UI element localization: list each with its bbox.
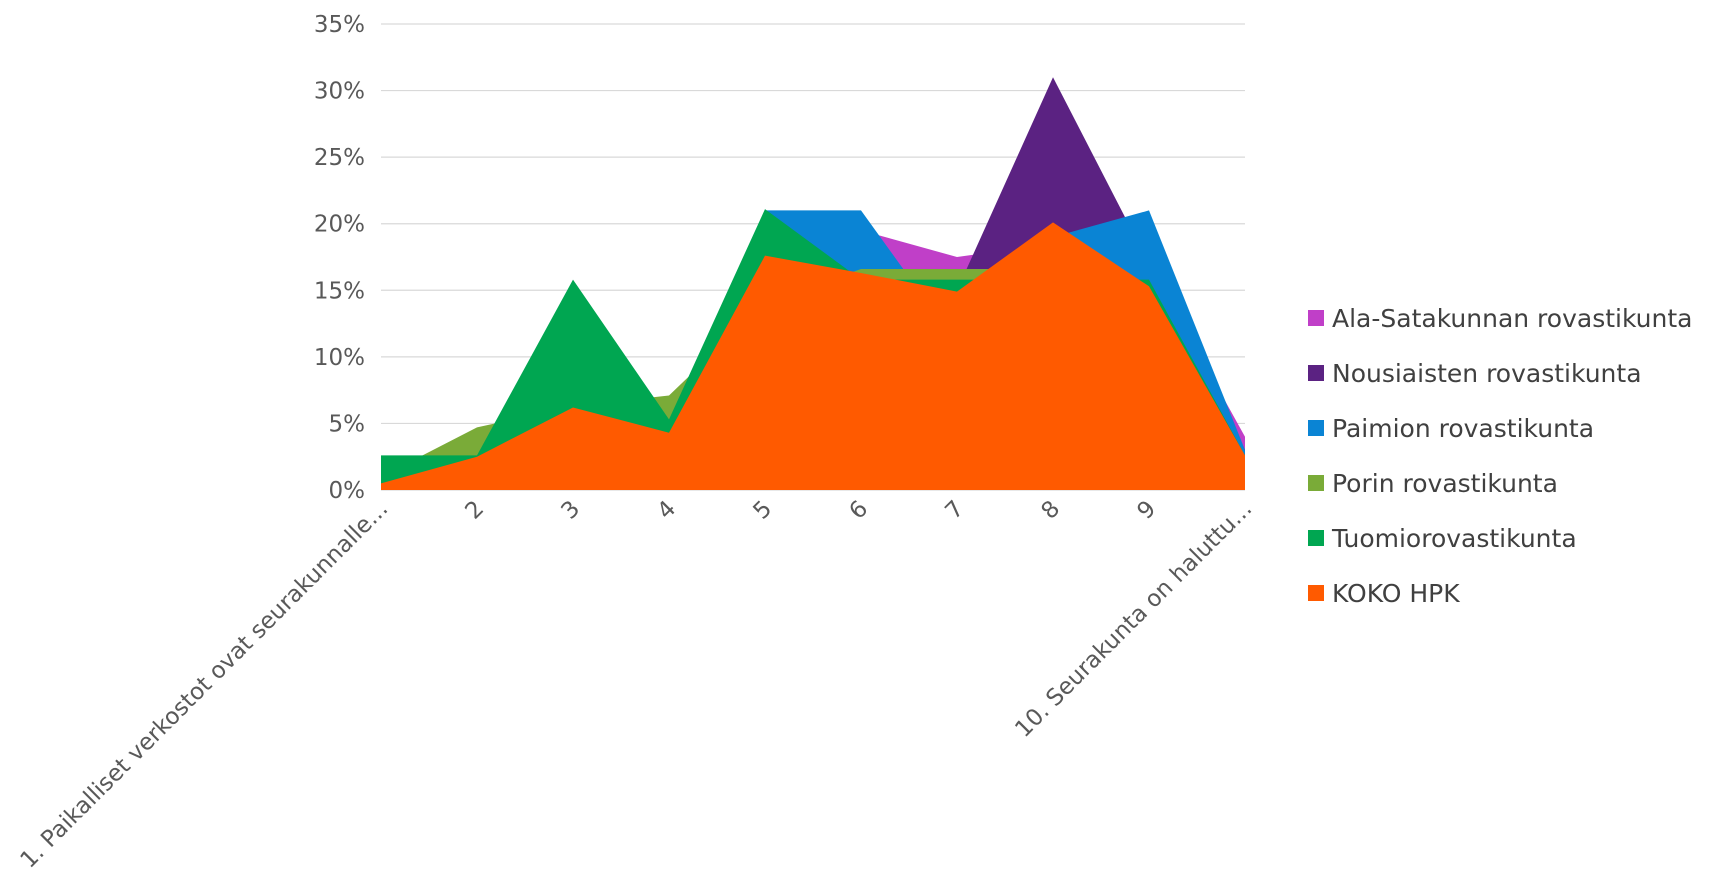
x-category-label: 8 (1037, 496, 1066, 525)
y-axis-tick-labels: 0% 5% 10% 15% 20% 25% 30% 35% (314, 12, 365, 504)
legend-label: KOKO HPK (1332, 579, 1460, 608)
legend-swatch (1308, 585, 1324, 601)
y-tick-label: 30% (314, 79, 365, 105)
x-category-label: 2 (461, 496, 490, 525)
legend-label: Tuomiorovastikunta (1331, 524, 1577, 553)
x-category-label: 1. Paikalliset verkostot ovat seurakunna… (16, 496, 394, 874)
series-areas (381, 77, 1245, 490)
y-tick-label: 10% (314, 345, 365, 371)
x-category-label: 5 (749, 496, 778, 525)
x-category-label: 4 (653, 496, 682, 525)
legend-label: Nousiaisten rovastikunta (1332, 359, 1642, 388)
y-tick-label: 25% (314, 145, 365, 171)
legend-swatch (1308, 475, 1324, 491)
x-category-label: 9 (1133, 496, 1162, 525)
x-category-label: 6 (845, 496, 874, 525)
x-axis-category-labels: 1. Paikalliset verkostot ovat seurakunna… (16, 496, 1258, 874)
series-area (381, 222, 1245, 490)
x-category-label: 3 (557, 496, 586, 525)
y-tick-label: 20% (314, 212, 365, 238)
legend-label: Ala-Satakunnan rovastikunta (1332, 304, 1693, 333)
legend-swatch (1308, 310, 1324, 326)
legend-swatch (1308, 365, 1324, 381)
y-tick-label: 35% (314, 12, 365, 38)
y-tick-label: 15% (314, 278, 365, 304)
legend-swatch (1308, 530, 1324, 546)
x-category-label: 10. Seurakunta on haluttu... (1010, 496, 1257, 743)
legend: Ala-Satakunnan rovastikunta Nousiaisten r… (1308, 304, 1693, 608)
x-category-label: 7 (941, 496, 970, 525)
legend-swatch (1308, 420, 1324, 436)
y-tick-label: 5% (329, 411, 366, 437)
legend-label: Porin rovastikunta (1332, 469, 1558, 498)
legend-label: Paimion rovastikunta (1332, 414, 1594, 443)
y-tick-label: 0% (329, 478, 366, 504)
